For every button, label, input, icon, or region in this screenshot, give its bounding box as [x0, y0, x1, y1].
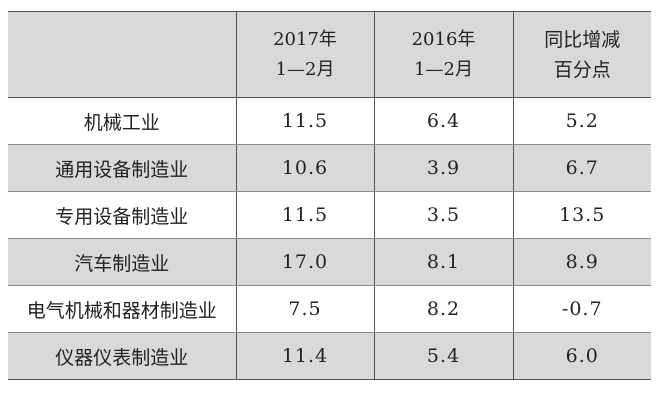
header-2017: 2017年 1—2月 [235, 11, 374, 98]
table-row: 汽车制造业 17.0 8.1 8.9 [8, 238, 651, 286]
value-2016: 3.9 [373, 144, 513, 192]
industry-name: 仪器仪表制造业 [8, 332, 236, 380]
value-change: 13.5 [512, 191, 651, 239]
value-2016: 8.2 [373, 285, 513, 333]
table-row: 机械工业 11.5 6.4 5.2 [8, 97, 651, 145]
header-2016: 2016年 1—2月 [373, 11, 513, 98]
header-2017-period: 1—2月 [275, 58, 335, 80]
table-row: 通用设备制造业 10.6 3.9 6.7 [8, 144, 651, 192]
header-change: 同比增减 百分点 [512, 11, 651, 98]
value-2016: 6.4 [373, 97, 513, 145]
header-2017-year: 2017年 [273, 28, 337, 50]
value-2016: 3.5 [373, 191, 513, 239]
industry-name: 机械工业 [8, 97, 236, 145]
value-2017: 7.5 [235, 285, 374, 333]
value-2017: 10.6 [235, 144, 374, 192]
value-2017: 11.4 [235, 332, 374, 380]
table-row: 仪器仪表制造业 11.4 5.4 6.0 [8, 332, 651, 380]
header-2016-period: 1—2月 [414, 58, 473, 80]
header-blank-cell [8, 11, 236, 98]
value-change: 8.9 [512, 238, 651, 286]
industry-name: 专用设备制造业 [8, 191, 236, 239]
value-change: -0.7 [512, 285, 651, 333]
industry-name: 汽车制造业 [8, 238, 236, 286]
growth-comparison-table: 2017年 1—2月 2016年 1—2月 同比增减 百分点 机械工业 11.5… [8, 11, 651, 380]
industry-name: 通用设备制造业 [8, 144, 236, 192]
value-change: 5.2 [512, 97, 651, 145]
value-2017: 11.5 [235, 191, 374, 239]
value-2016: 5.4 [373, 332, 513, 380]
header-change-line2: 百分点 [553, 58, 611, 81]
industry-name: 电气机械和器材制造业 [8, 285, 236, 333]
value-2017: 11.5 [235, 97, 374, 145]
value-2017: 17.0 [235, 238, 374, 286]
header-2016-year: 2016年 [411, 28, 476, 50]
value-2016: 8.1 [373, 238, 513, 286]
value-change: 6.7 [512, 144, 651, 192]
value-change: 6.0 [512, 332, 651, 380]
table-row: 专用设备制造业 11.5 3.5 13.5 [8, 191, 651, 239]
header-change-line1: 同比增减 [544, 28, 621, 51]
table-header-row: 2017年 1—2月 2016年 1—2月 同比增减 百分点 [8, 11, 651, 98]
table-row: 电气机械和器材制造业 7.5 8.2 -0.7 [8, 285, 651, 333]
